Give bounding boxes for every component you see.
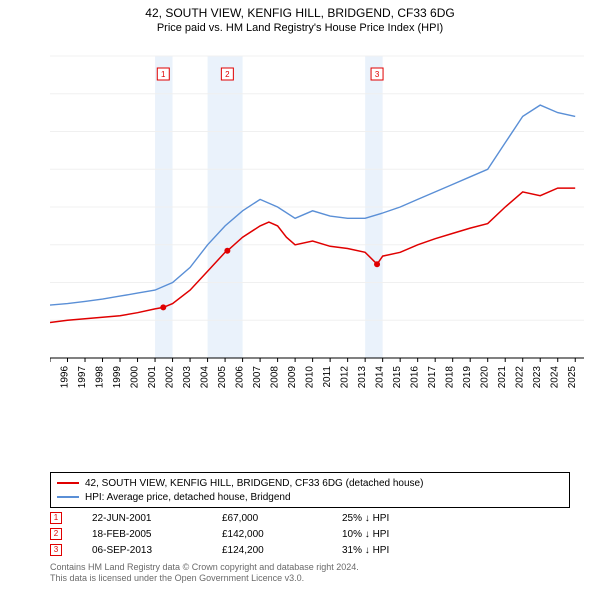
legend-swatch: [57, 482, 79, 484]
svg-text:2001: 2001: [147, 366, 158, 389]
markers-table: 1 22-JUN-2001 £67,000 25% ↓ HPI 2 18-FEB…: [50, 510, 452, 558]
marker-date: 22-JUN-2001: [92, 513, 222, 524]
footer: Contains HM Land Registry data © Crown c…: [50, 562, 359, 584]
chart-svg: £0£50K£100K£150K£200K£250K£300K£350K£400…: [50, 46, 590, 416]
svg-text:1: 1: [161, 70, 166, 79]
svg-text:2021: 2021: [497, 366, 508, 389]
svg-text:2013: 2013: [357, 366, 368, 389]
svg-text:2012: 2012: [340, 366, 351, 389]
legend: 42, SOUTH VIEW, KENFIG HILL, BRIDGEND, C…: [50, 472, 570, 508]
marker-row: 1 22-JUN-2001 £67,000 25% ↓ HPI: [50, 510, 452, 526]
legend-item: HPI: Average price, detached house, Brid…: [57, 490, 563, 504]
marker-number-box: 2: [50, 528, 62, 540]
svg-text:1998: 1998: [95, 366, 106, 389]
marker-delta: 31% ↓ HPI: [342, 545, 452, 556]
marker-price: £124,200: [222, 545, 342, 556]
marker-number-box: 3: [50, 544, 62, 556]
svg-text:2003: 2003: [182, 366, 193, 389]
svg-text:2016: 2016: [410, 366, 421, 389]
svg-text:2023: 2023: [532, 366, 543, 389]
svg-text:2005: 2005: [217, 366, 228, 389]
svg-text:2008: 2008: [270, 366, 281, 389]
svg-text:2019: 2019: [462, 366, 473, 389]
svg-text:2011: 2011: [322, 366, 333, 388]
svg-text:2009: 2009: [287, 366, 298, 389]
marker-price: £142,000: [222, 529, 342, 540]
svg-text:1996: 1996: [60, 366, 71, 389]
svg-text:2015: 2015: [392, 366, 403, 389]
marker-delta: 25% ↓ HPI: [342, 513, 452, 524]
svg-text:2004: 2004: [200, 366, 211, 389]
svg-text:2018: 2018: [445, 366, 456, 389]
svg-text:2024: 2024: [550, 366, 561, 389]
svg-text:2006: 2006: [235, 366, 246, 389]
marker-delta: 10% ↓ HPI: [342, 529, 452, 540]
svg-text:2025: 2025: [567, 366, 578, 389]
svg-text:2007: 2007: [252, 366, 263, 389]
svg-text:2020: 2020: [480, 366, 491, 389]
footer-line: This data is licensed under the Open Gov…: [50, 573, 359, 584]
legend-label: 42, SOUTH VIEW, KENFIG HILL, BRIDGEND, C…: [85, 478, 423, 489]
svg-text:2022: 2022: [515, 366, 526, 389]
legend-item: 42, SOUTH VIEW, KENFIG HILL, BRIDGEND, C…: [57, 476, 563, 490]
svg-text:1995: 1995: [50, 366, 53, 389]
chart: £0£50K£100K£150K£200K£250K£300K£350K£400…: [50, 46, 590, 416]
legend-label: HPI: Average price, detached house, Brid…: [85, 492, 291, 503]
marker-date: 06-SEP-2013: [92, 545, 222, 556]
svg-text:2: 2: [225, 70, 230, 79]
marker-row: 3 06-SEP-2013 £124,200 31% ↓ HPI: [50, 542, 452, 558]
footer-line: Contains HM Land Registry data © Crown c…: [50, 562, 359, 573]
svg-text:2014: 2014: [375, 366, 386, 389]
svg-text:2002: 2002: [165, 366, 176, 389]
svg-text:1999: 1999: [112, 366, 123, 389]
legend-swatch: [57, 496, 79, 498]
page-title: 42, SOUTH VIEW, KENFIG HILL, BRIDGEND, C…: [0, 6, 600, 20]
page-subtitle: Price paid vs. HM Land Registry's House …: [0, 22, 600, 34]
svg-text:2017: 2017: [427, 366, 438, 389]
marker-row: 2 18-FEB-2005 £142,000 10% ↓ HPI: [50, 526, 452, 542]
svg-text:2000: 2000: [130, 366, 141, 389]
marker-number-box: 1: [50, 512, 62, 524]
svg-text:1997: 1997: [77, 366, 88, 389]
svg-text:2010: 2010: [305, 366, 316, 389]
svg-text:3: 3: [375, 70, 380, 79]
marker-date: 18-FEB-2005: [92, 529, 222, 540]
marker-price: £67,000: [222, 513, 342, 524]
